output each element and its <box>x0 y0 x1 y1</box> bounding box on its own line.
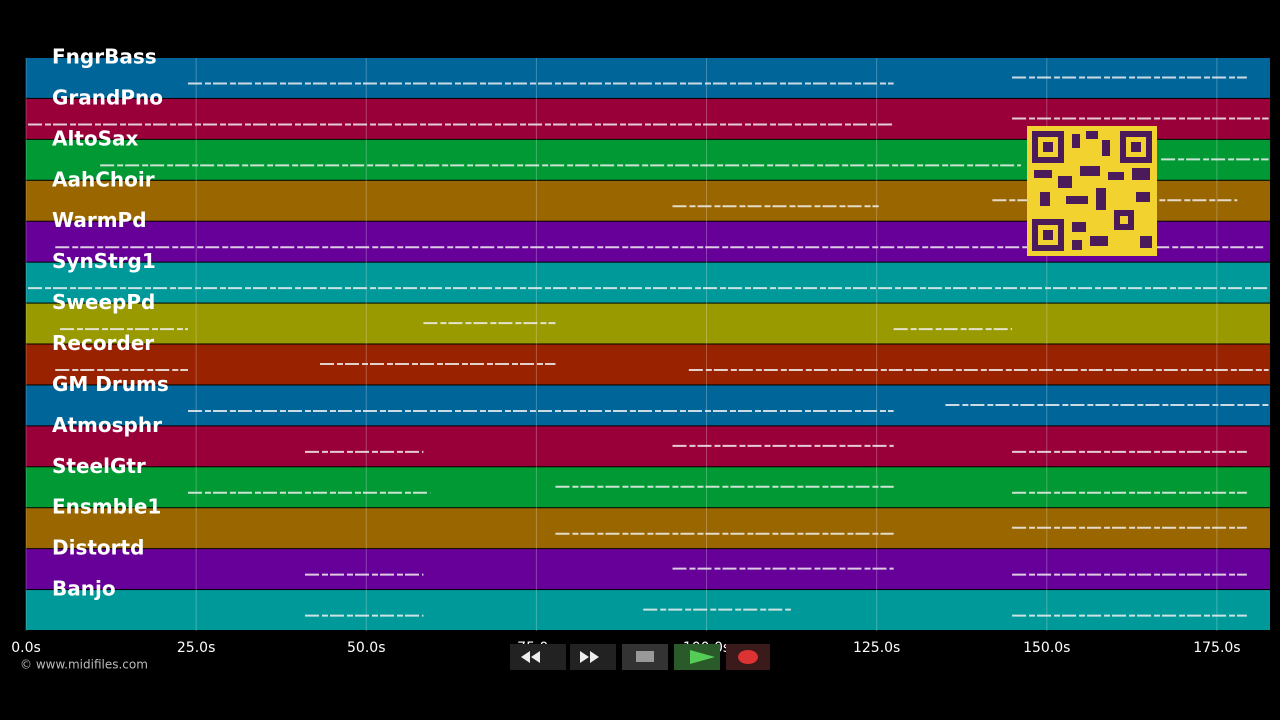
track-name: GrandPno <box>52 85 163 109</box>
x-tick-label: 150.0s <box>1023 640 1070 656</box>
track-band <box>26 262 1270 303</box>
track-name: FngrBass <box>52 45 157 69</box>
stop-icon <box>636 651 654 662</box>
x-tick-label: 50.0s <box>347 640 385 656</box>
track-name: AahChoir <box>52 167 155 191</box>
x-tick-label: 0.0s <box>11 640 41 656</box>
track-name: Ensmble1 <box>52 495 161 519</box>
track-name: AltoSax <box>52 126 139 150</box>
transport-controls <box>510 644 770 670</box>
track-name: Distortd <box>52 536 144 560</box>
track-name: WarmPd <box>52 208 147 232</box>
track-name: SweepPd <box>52 290 155 314</box>
track-name: Atmosphr <box>52 413 162 437</box>
copyright: © www.midifiles.com <box>20 658 148 672</box>
record-icon <box>738 650 758 664</box>
track-band <box>26 549 1270 590</box>
track-band <box>26 426 1270 467</box>
track-name: Recorder <box>52 331 154 355</box>
track-band <box>26 303 1270 344</box>
forward-icon <box>580 651 599 663</box>
x-tick-label: 25.0s <box>177 640 215 656</box>
x-tick-label: 175.0s <box>1193 640 1240 656</box>
track-name: SynStrg1 <box>52 249 156 273</box>
track-band <box>26 344 1270 385</box>
rewind-icon <box>521 651 540 663</box>
x-tick-label: 125.0s <box>853 640 900 656</box>
qr-code <box>1027 126 1157 256</box>
track-name: Banjo <box>52 577 116 601</box>
play-icon <box>690 650 715 664</box>
track-name: GM Drums <box>52 372 169 396</box>
track-name: SteelGtr <box>52 454 146 478</box>
